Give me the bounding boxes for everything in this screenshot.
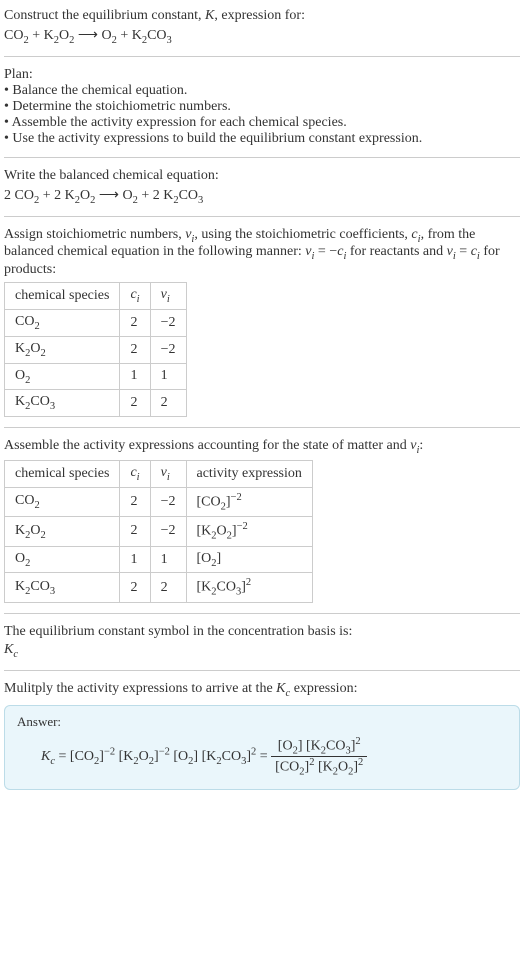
reaction-arrow: ⟶ <box>99 186 119 202</box>
answer-equation: Kc = [CO2]−2 [K2O2]−2 [O2] [K2CO3]2 = [O… <box>17 736 507 778</box>
species-co2: CO2 <box>4 28 29 43</box>
col-nui: νi <box>150 460 186 487</box>
table-row: K2O2 2 −2 <box>5 336 187 363</box>
plan-item: • Determine the stoichiometric numbers. <box>4 99 520 115</box>
balanced-equation: 2 CO2 + 2 K2O2 ⟶ O2 + 2 K2CO3 <box>4 186 520 206</box>
divider <box>4 216 520 217</box>
plan-item: • Use the activity expressions to build … <box>4 131 520 147</box>
table-row: K2CO3 2 2 <box>5 390 187 417</box>
plan-block: Plan: • Balance the chemical equation. •… <box>4 67 520 147</box>
divider <box>4 427 520 428</box>
col-ci: ci <box>120 283 150 310</box>
activity-table: chemical species ci νi activity expressi… <box>4 460 313 603</box>
fraction-numerator: [O2] [K2CO3]2 <box>271 736 367 757</box>
balanced-header: Write the balanced chemical equation: <box>4 168 520 184</box>
plan-item: • Balance the chemical equation. <box>4 83 520 99</box>
symbol-block: The equilibrium constant symbol in the c… <box>4 624 520 660</box>
col-species: chemical species <box>5 283 120 310</box>
intro-equation: CO2 + K2O2 ⟶ O2 + K2CO3 <box>4 26 520 46</box>
table-row: K2CO3 2 2 [K2CO3]2 <box>5 573 313 602</box>
table-row: O2 1 1 <box>5 363 187 390</box>
balanced-block: Write the balanced chemical equation: 2 … <box>4 168 520 206</box>
col-activity: activity expression <box>186 460 312 487</box>
plan-item: • Assemble the activity expression for e… <box>4 115 520 131</box>
table-row: chemical species ci νi <box>5 283 187 310</box>
table-row: chemical species ci νi activity expressi… <box>5 460 313 487</box>
fraction-denominator: [CO2]2 [K2O2]2 <box>271 757 367 777</box>
fraction: [O2] [K2CO3]2 [CO2]2 [K2O2]2 <box>271 736 367 778</box>
table-row: CO2 2 −2 <box>5 309 187 336</box>
symbol-text: The equilibrium constant symbol in the c… <box>4 624 520 640</box>
intro-text-1: Construct the equilibrium constant, <box>4 8 205 23</box>
reaction-arrow: ⟶ <box>78 26 98 42</box>
divider <box>4 56 520 57</box>
intro-block: Construct the equilibrium constant, K, e… <box>4 8 520 46</box>
intro-text-2: , expression for: <box>214 8 305 23</box>
species-k2o2: K2O2 <box>44 28 75 43</box>
assemble-block: Assemble the activity expressions accoun… <box>4 438 520 603</box>
intro-K: K <box>205 8 214 23</box>
table-row: CO2 2 −2 [CO2]−2 <box>5 487 313 516</box>
symbol-kc: Kc <box>4 642 520 660</box>
multiply-block: Mulitply the activity expressions to arr… <box>4 681 520 791</box>
col-nui: νi <box>150 283 186 310</box>
answer-box: Answer: Kc = [CO2]−2 [K2O2]−2 [O2] [K2CO… <box>4 705 520 791</box>
divider <box>4 670 520 671</box>
divider <box>4 613 520 614</box>
answer-label: Answer: <box>17 714 507 730</box>
table-row: K2O2 2 −2 [K2O2]−2 <box>5 517 313 546</box>
table-row: O2 1 1 [O2] <box>5 546 313 573</box>
col-species: chemical species <box>5 460 120 487</box>
species-o2: O2 <box>101 28 116 43</box>
assign-block: Assign stoichiometric numbers, νi, using… <box>4 227 520 418</box>
plan-header: Plan: <box>4 67 520 83</box>
divider <box>4 157 520 158</box>
stoich-table: chemical species ci νi CO2 2 −2 K2O2 2 −… <box>4 282 187 417</box>
species-k2co3: K2CO3 <box>132 28 172 43</box>
col-ci: ci <box>120 460 150 487</box>
